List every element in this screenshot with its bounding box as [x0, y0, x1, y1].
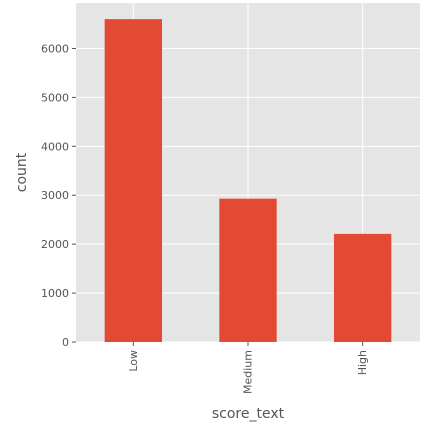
y-tick-label-0: 0 — [62, 336, 69, 349]
y-tick-label-6: 6000 — [41, 42, 69, 55]
y-axis-ticks: 0 1000 2000 3000 4000 5000 6000 — [41, 42, 76, 349]
y-tick-label-5: 5000 — [41, 91, 69, 104]
x-tick-label-high: High — [356, 350, 369, 375]
x-tick-label-medium: Medium — [242, 350, 255, 394]
bar-medium — [219, 198, 277, 342]
bar-high — [334, 233, 392, 342]
y-axis-label: count — [14, 152, 30, 192]
x-tick-label-low: Low — [127, 350, 140, 372]
bar-low — [104, 19, 162, 343]
x-axis-label: score_text — [212, 406, 285, 422]
y-tick-label-2: 2000 — [41, 238, 69, 251]
bars — [104, 19, 392, 343]
y-tick-label-1: 1000 — [41, 287, 69, 300]
y-tick-label-3: 3000 — [41, 189, 69, 202]
y-tick-label-4: 4000 — [41, 140, 69, 153]
x-axis-ticks: Low Medium High — [127, 342, 369, 394]
